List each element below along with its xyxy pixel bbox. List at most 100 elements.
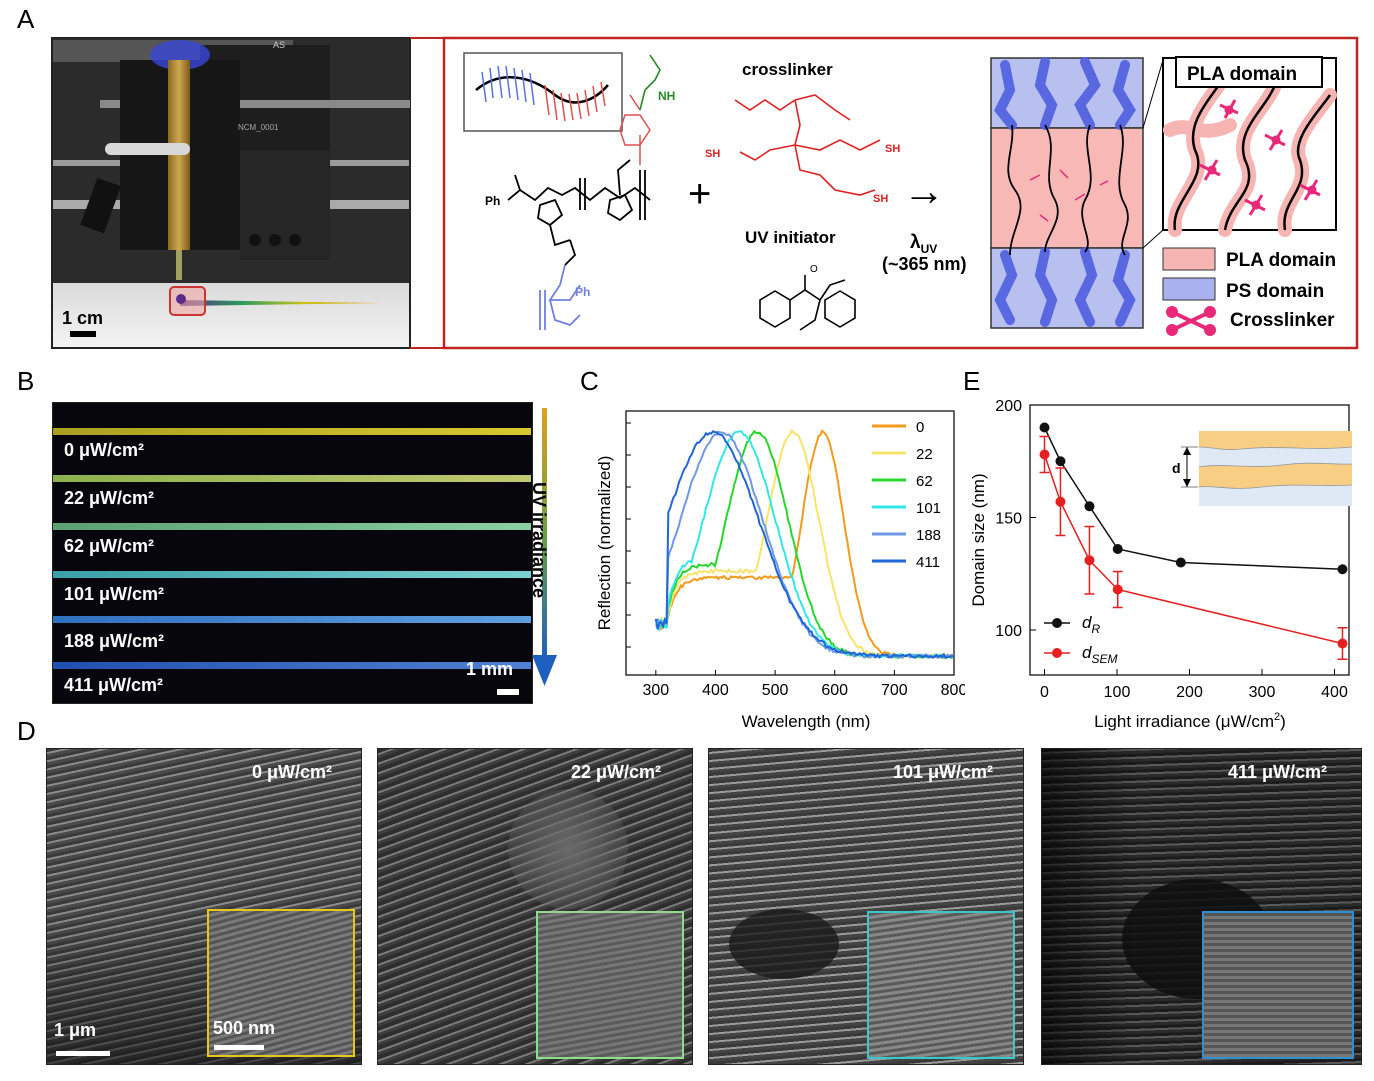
chart-e-xtick-3: 300 (1249, 684, 1276, 701)
chart-c-legend-0: 0 (916, 419, 924, 436)
sem-inset-101 (867, 911, 1015, 1059)
legend-ps-label: PS domain (1226, 281, 1324, 302)
fiber-label-188: 188 μW/cm² (64, 631, 165, 651)
scale-bar-b (497, 689, 519, 695)
fiber-label-22: 22 μW/cm² (64, 488, 155, 508)
chart-e-line-0 (1043, 427, 1343, 570)
chart-e-point-0-3 (1112, 544, 1123, 554)
chart-c-xtick-5: 800 (941, 682, 965, 699)
panel-label-e: E (963, 366, 981, 396)
uv-initiator-structure (759, 275, 856, 331)
panel-label-a: A (17, 4, 35, 34)
chart-e-xtick-1: 100 (1104, 684, 1131, 701)
chart-c-legend-62: 62 (916, 473, 933, 490)
panel-a-figure: AS NCM_0001 1 cm Ph Ph NH + crosslinker (51, 36, 1359, 350)
crosslinker-icon (1166, 306, 1216, 336)
chart-e-point-0-5 (1337, 564, 1348, 575)
chart-c: 300 400 500 600 700 800 0 22 62 101 188 411 Wavele… (595, 410, 965, 731)
sem-image-22 (377, 748, 693, 1065)
scale-bar-main (56, 1051, 110, 1056)
chart-e-xlabel: Light irradiance (μW/cm2) (1094, 711, 1286, 731)
plus-sign: + (688, 172, 711, 216)
panel-a-zoom-frame (442, 36, 1359, 350)
chart-e-ytick-2: 200 (995, 398, 1022, 415)
chart-e-point-1-0 (1039, 449, 1050, 460)
chart-e-xtick-4: 400 (1321, 684, 1348, 701)
chart-e-inset-label: d (1172, 460, 1181, 476)
legend-ps-swatch (1162, 277, 1216, 301)
chart-e-ytick-0: 100 (995, 623, 1022, 640)
fiber-label-62: 62 μW/cm² (64, 536, 155, 556)
sem-inset-411 (1202, 911, 1354, 1059)
chart-e-point-1-3 (1112, 584, 1123, 595)
fiber-photo (52, 402, 533, 704)
lamellar-schematic (990, 57, 1144, 329)
sem-scale-inset: 500 nm (213, 1018, 276, 1038)
legend-pla-swatch (1162, 247, 1216, 271)
chart-e-point-1-1 (1055, 496, 1066, 507)
chart-e-xtick-2: 200 (1176, 684, 1203, 701)
chem-sh-3: SH (873, 193, 888, 205)
uv-irradiance-label: UV irradiance (529, 482, 549, 599)
printer-photo (51, 37, 411, 349)
wavelength-label: (~365 nm) (882, 254, 967, 274)
chart-c-xtick-1: 400 (702, 682, 729, 699)
chart-e-xtick-0: 0 (1040, 684, 1049, 701)
fiber-label-0: 0 μW/cm² (64, 440, 145, 460)
chart-c-legend-188: 188 (916, 527, 941, 544)
uv-irradiance-arrow (532, 408, 557, 686)
chart-c-xtick-2: 500 (762, 682, 789, 699)
chart-e-point-0-1 (1055, 456, 1066, 467)
legend-crosslinker-label: Crosslinker (1230, 310, 1335, 331)
scale-bar-a: 1 cm (62, 308, 103, 328)
sem-image-101 (708, 748, 1024, 1065)
chem-ph-1: Ph (485, 194, 500, 208)
sem-label-22: 22 μW/cm² (571, 762, 662, 782)
chart-e-point-1-4 (1337, 638, 1348, 649)
fiber-label-411: 411 μW/cm² (64, 675, 164, 695)
chart-e: 0 100 200 300 400 100 150 200 d dR dSEM Light i… (969, 398, 1353, 731)
chart-e-point-0-0 (1039, 422, 1050, 433)
chem-nh: NH (658, 89, 675, 103)
pla-zoom-title: PLA domain (1187, 64, 1297, 85)
chem-ph-2: Ph (575, 285, 590, 299)
chart-c-legend-22: 22 (916, 446, 933, 463)
printer-text-1: AS (273, 40, 285, 50)
reaction-arrow: → (903, 167, 945, 214)
sem-image-411 (1041, 748, 1362, 1065)
chart-e-point-0-4 (1175, 557, 1186, 568)
legend-dr-marker (1052, 618, 1062, 628)
chart-c-xtick-3: 600 (821, 682, 848, 699)
chart-c-ylabel: Reflection (normalized) (595, 456, 614, 631)
legend-pla-label: PLA domain (1226, 250, 1336, 271)
uv-initiator-label: UV initiator (745, 228, 836, 247)
panel-label-b: B (17, 366, 35, 396)
chart-e-point-0-2 (1084, 501, 1095, 512)
sem-inset-22 (536, 911, 684, 1059)
chem-o: O (810, 264, 818, 275)
chart-c-frame (625, 410, 955, 676)
chart-e-point-1-2 (1084, 555, 1095, 566)
panel-label-d: D (17, 716, 36, 746)
panel-label-c: C (580, 366, 599, 396)
scale-bar-inset (214, 1045, 264, 1050)
legend-dr: dR (1082, 613, 1100, 636)
bottlebrush-cartoon (463, 52, 623, 132)
lambda-label: λUV (910, 232, 937, 256)
chart-c-series-411 (654, 429, 954, 660)
chart-e-ylabel: Domain size (nm) (969, 473, 988, 606)
printer-text-2: NCM_0001 (238, 123, 279, 132)
sem-label-0: 0 μW/cm² (252, 762, 333, 782)
chem-sh-1: SH (705, 148, 720, 160)
pla-zoom-box (1162, 56, 1337, 237)
chart-c-xtick-4: 700 (881, 682, 908, 699)
sem-scale-main: 1 μm (54, 1020, 97, 1040)
sem-image-0 (46, 748, 362, 1065)
scale-label-b: 1 mm (466, 659, 514, 679)
chart-c-xtick-0: 300 (642, 682, 669, 699)
chart-c-legend-101: 101 (916, 500, 941, 517)
legend-dsem-marker (1052, 648, 1062, 658)
chart-c-legend-411: 411 (916, 554, 940, 571)
sem-inset-0 (207, 909, 355, 1057)
legend-dsem: dSEM (1082, 643, 1117, 666)
